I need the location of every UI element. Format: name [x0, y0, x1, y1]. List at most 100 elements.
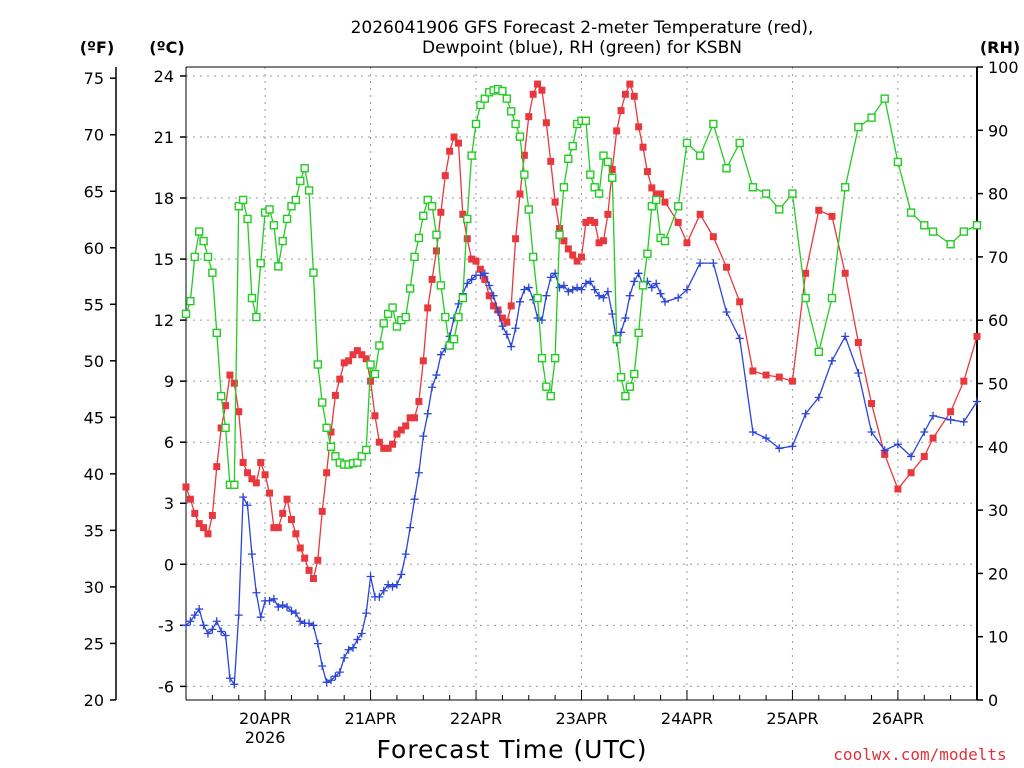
temperature-point — [186, 495, 194, 503]
rh-point — [748, 183, 758, 192]
dewpoint-point — [603, 287, 612, 296]
rh-point — [203, 252, 213, 262]
dewpoint-point — [353, 635, 362, 644]
temperature-point — [586, 216, 594, 224]
fahrenheit-tick-label: 50 — [84, 352, 104, 371]
rh-point — [880, 94, 889, 103]
dewpoint-point — [313, 639, 322, 648]
rh-point — [458, 293, 468, 303]
rh-point — [603, 157, 613, 167]
x-tick-label: 25APR — [766, 709, 818, 728]
rh-tick-label: 40 — [988, 438, 1008, 457]
temperature-point — [437, 208, 445, 216]
rh-point — [586, 170, 595, 179]
rh-point — [282, 214, 292, 224]
x-tick-label: 24APR — [661, 709, 713, 728]
dewpoint-point — [247, 550, 256, 559]
fahrenheit-tick-label: 60 — [84, 239, 104, 258]
celsius-tick-label: 21 — [154, 128, 174, 147]
temperature-point — [200, 524, 208, 532]
temperature-point — [709, 233, 717, 241]
rh-point — [599, 151, 608, 160]
temperature-point — [498, 314, 506, 322]
rh-tick-label: 90 — [988, 121, 1008, 140]
dewpoint-point — [564, 287, 573, 296]
rh-point — [906, 208, 916, 217]
temperature-point — [854, 339, 862, 347]
dewpoint-point — [344, 645, 353, 654]
axis-unit-fahrenheit: (ºF) — [80, 38, 115, 57]
temperature-point — [446, 147, 454, 155]
temperature-point — [323, 469, 331, 477]
dewpoint-point — [212, 617, 221, 626]
rh-point — [476, 100, 485, 110]
rh-point — [230, 480, 239, 489]
x-tick-label: 26APR — [872, 709, 924, 728]
dewpoint-point — [234, 611, 243, 620]
temperature-point — [345, 357, 353, 365]
rh-point — [634, 328, 643, 338]
rh-point — [405, 284, 415, 293]
temperature-point — [283, 495, 291, 503]
temperature-point — [261, 471, 269, 479]
temperature-point — [507, 302, 515, 310]
temperature-point — [828, 212, 836, 220]
dewpoint-point — [920, 428, 929, 437]
rh-point — [608, 173, 617, 182]
fahrenheit-tick-label: 45 — [84, 408, 104, 427]
temperature-point — [296, 544, 304, 552]
temperature-point — [569, 251, 577, 259]
chart-title-line1: 2026041906 GFS Forecast 2-meter Temperat… — [351, 18, 814, 38]
dewpoint-point — [327, 676, 336, 685]
rh-point — [278, 236, 287, 246]
dewpoint-point — [436, 350, 445, 359]
temperature-point — [208, 511, 216, 519]
fahrenheit-tick-label: 40 — [84, 465, 104, 484]
temperature-point — [520, 151, 528, 159]
x-tick-year: 2026 — [245, 728, 286, 747]
temperature-point — [270, 524, 278, 532]
dewpoint-point — [392, 580, 401, 589]
temperature-point — [534, 80, 542, 88]
dewpoint-point — [375, 592, 384, 601]
dewpoint-point — [322, 678, 331, 687]
temperature-point — [415, 398, 423, 406]
rh-point — [537, 353, 547, 363]
dewpoint-point — [467, 275, 476, 284]
rh-point — [524, 205, 533, 214]
rh-tick-label: 60 — [988, 311, 1008, 330]
rh-point — [265, 205, 274, 214]
rh-point — [946, 240, 955, 249]
dewpoint-point — [946, 415, 955, 424]
dewpoint-point — [577, 285, 586, 294]
rh-tick-label: 70 — [988, 248, 1008, 267]
dewpoint-point — [348, 643, 357, 652]
dewpoint-point — [801, 409, 810, 418]
rh-point — [221, 423, 230, 433]
temperature-point — [309, 575, 317, 583]
rh-tick-label: 80 — [988, 185, 1008, 204]
rh-point — [612, 334, 621, 344]
temperature-point — [389, 440, 397, 448]
temperature-point — [573, 257, 581, 265]
rh-point — [893, 157, 903, 167]
temperature-point — [301, 554, 309, 562]
temperature-point — [538, 86, 546, 94]
dewpoint-point — [485, 281, 494, 290]
dewpoint-point — [335, 668, 344, 677]
rh-point — [682, 138, 692, 148]
temperature-point — [318, 507, 326, 515]
temperature-point — [336, 375, 344, 383]
temperature-point — [613, 127, 621, 135]
temperature-point — [432, 247, 440, 255]
temperature-point — [406, 414, 414, 422]
dewpoint-point — [656, 289, 665, 298]
rh-point — [621, 391, 630, 401]
dewpoint-point — [432, 371, 441, 380]
dewpoint-point — [221, 631, 230, 640]
dewpoint-point — [775, 444, 784, 453]
temperature-point — [582, 218, 590, 226]
rh-point — [318, 398, 327, 407]
rh-point — [300, 164, 309, 173]
temperature-point — [226, 371, 234, 379]
